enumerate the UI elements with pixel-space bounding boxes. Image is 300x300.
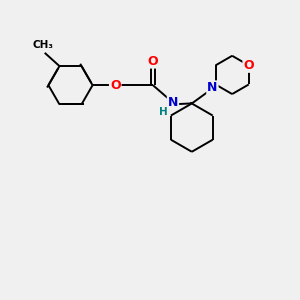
Text: O: O — [148, 55, 158, 68]
Text: N: N — [207, 81, 218, 94]
Text: N: N — [168, 95, 178, 109]
Text: O: O — [110, 79, 121, 92]
Text: H: H — [159, 107, 168, 117]
Text: O: O — [243, 59, 254, 72]
Text: CH₃: CH₃ — [33, 40, 54, 50]
